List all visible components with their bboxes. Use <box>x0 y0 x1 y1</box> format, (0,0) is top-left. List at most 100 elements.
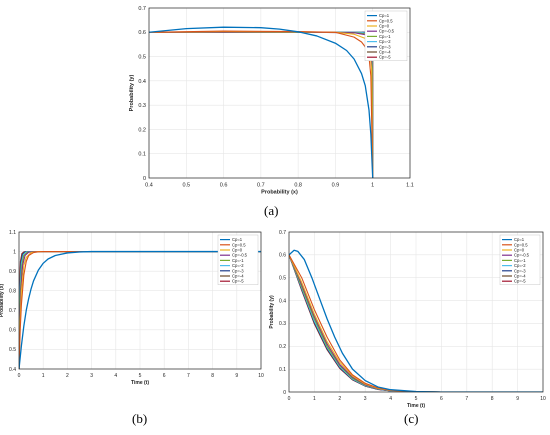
legend-label: Cp=-1 <box>514 258 526 263</box>
y-axis-label: Probability (y) <box>269 295 275 329</box>
chart-a: 0.4 0.5 0.6 0.7 0.8 0.9 1 1.1 0 0.1 0.2 0.3 0.4 0.5 0.… <box>129 6 414 196</box>
legend: Cp=1Cp=0.5Cp=0Cp=-0.5Cp=-1Cp=-2Cp=-3Cp=-… <box>217 234 259 285</box>
y-tick-label: 0.7 <box>279 230 286 236</box>
axes-box <box>148 7 411 179</box>
legend-label: Cp=-5 <box>379 55 391 60</box>
y-tick-label: 0.6 <box>138 30 146 36</box>
x-tick-label: 0.7 <box>257 183 265 189</box>
legend-label: Cp=-5 <box>514 279 526 284</box>
legend-label: Cp=-2 <box>379 39 391 44</box>
axes-box <box>288 231 544 393</box>
legend-label: Cp=-2 <box>514 263 526 268</box>
x-tick-label: 1 <box>42 373 45 379</box>
series-line-cp-0-5 <box>19 251 261 369</box>
legend-label: Cp=-3 <box>232 268 244 273</box>
x-tick-label: 9 <box>235 373 238 379</box>
legend-label: Cp=-0.5 <box>514 253 530 258</box>
legend-label: Cp=0.5 <box>379 18 393 23</box>
legend-label: Cp=0.5 <box>514 242 528 247</box>
caption-c: (c) <box>404 411 419 426</box>
x-tick-label: 9 <box>516 396 519 402</box>
y-tick-label: 0.9 <box>9 269 16 275</box>
y-tick-label: 0.1 <box>138 152 146 158</box>
legend: Cp=1Cp=0.5Cp=0Cp=-0.5Cp=-1Cp=-2Cp=-3Cp=-… <box>499 234 541 285</box>
x-tick-label: 0.4 <box>145 183 153 189</box>
x-tick-label: 8 <box>491 396 494 402</box>
series-line-cp-1 <box>289 249 543 392</box>
y-tick-label: 0.4 <box>279 298 286 304</box>
y-tick-label: 0.8 <box>9 288 16 294</box>
x-tick-label: 4 <box>114 373 117 379</box>
x-tick-label: 6 <box>440 396 443 402</box>
x-tick-label: 6 <box>163 373 166 379</box>
legend-label: Cp=-4 <box>379 50 391 55</box>
legend-label: Cp=0 <box>232 248 243 253</box>
series-line-cp-1 <box>19 250 261 369</box>
x-tick-label: 7 <box>187 373 190 379</box>
legend-label: Cp=-4 <box>232 274 244 279</box>
legend-label: Cp=-4 <box>514 274 526 279</box>
y-tick-label: 0.5 <box>279 275 286 281</box>
axes-box <box>18 231 262 370</box>
y-tick-label: 0.2 <box>279 344 286 350</box>
legend-label: Cp=1 <box>379 13 390 18</box>
legend-label: Cp=0 <box>379 24 390 29</box>
legend: Cp=1Cp=0.5Cp=0Cp=-0.5Cp=-1Cp=-2Cp=-3Cp=-… <box>364 10 408 61</box>
x-tick-label: 2 <box>338 396 341 402</box>
x-tick-label: 5 <box>415 396 418 402</box>
chart-b: 0 1 2 3 4 5 6 7 8 9 10 0.4 0.5 0.6 0.7 0.8 0.9 1 1.1 Time (… <box>0 230 264 386</box>
x-tick-label: 0.5 <box>182 183 190 189</box>
y-tick-label: 0.3 <box>138 103 146 109</box>
series-group <box>19 250 261 369</box>
y-tick-label: 0.1 <box>279 367 286 373</box>
x-tick-label: 8 <box>211 373 214 379</box>
series-line-cp-0-5 <box>149 30 374 178</box>
x-axis-label: Time (t) <box>131 380 149 386</box>
legend-label: Cp=-1 <box>379 34 391 39</box>
x-tick-label: 1 <box>371 183 374 189</box>
legend-label: Cp=-2 <box>232 263 244 268</box>
x-tick-label: 1.1 <box>406 183 414 189</box>
legend-label: Cp=-5 <box>232 279 244 284</box>
x-axis-label: Probability (x) <box>261 190 298 196</box>
legend-label: Cp=1 <box>514 237 525 242</box>
y-tick-label: 0 <box>283 390 286 396</box>
x-tick-label: 2 <box>66 373 69 379</box>
x-tick-label: 0 <box>288 396 291 402</box>
legend-label: Cp=-1 <box>232 258 244 263</box>
caption-b: (b) <box>132 411 148 426</box>
x-tick-label: 0 <box>18 373 21 379</box>
y-axis-label: Probability (y) <box>129 74 135 111</box>
x-tick-label: 0.9 <box>332 183 340 189</box>
y-tick-label: 0.2 <box>138 127 146 133</box>
legend-label: Cp=1 <box>232 237 243 242</box>
y-tick-label: 1 <box>13 249 16 255</box>
x-tick-label: 0.6 <box>220 183 228 189</box>
y-tick-label: 0.7 <box>138 6 146 12</box>
legend-label: Cp=-0.5 <box>232 253 248 258</box>
x-tick-label: 7 <box>465 396 468 402</box>
series-line-cp-1 <box>149 26 374 178</box>
y-tick-label: 0.3 <box>279 321 286 327</box>
y-tick-label: 0.5 <box>138 54 146 60</box>
x-tick-label: 3 <box>364 396 367 402</box>
y-axis-label: Probability (x) <box>0 283 5 317</box>
legend-label: Cp=-3 <box>514 268 526 273</box>
x-axis-label: Time (t) <box>407 403 425 409</box>
y-tick-label: 1.1 <box>9 230 16 236</box>
x-tick-label: 4 <box>389 396 392 402</box>
x-tick-label: 10 <box>540 396 546 402</box>
x-tick-label: 5 <box>139 373 142 379</box>
y-tick-label: 0.7 <box>9 308 16 314</box>
y-tick-label: 0 <box>143 176 146 182</box>
y-tick-label: 0.6 <box>9 328 16 334</box>
x-tick-label: 3 <box>90 373 93 379</box>
x-tick-label: 0.8 <box>294 183 302 189</box>
y-tick-label: 0.4 <box>138 79 146 85</box>
caption-a: (a) <box>264 203 279 218</box>
legend-label: Cp=0.5 <box>232 242 246 247</box>
x-tick-label: 10 <box>258 373 264 379</box>
y-tick-label: 0.4 <box>9 367 16 373</box>
legend-label: Cp=-3 <box>379 44 391 49</box>
x-tick-label: 1 <box>313 396 316 402</box>
